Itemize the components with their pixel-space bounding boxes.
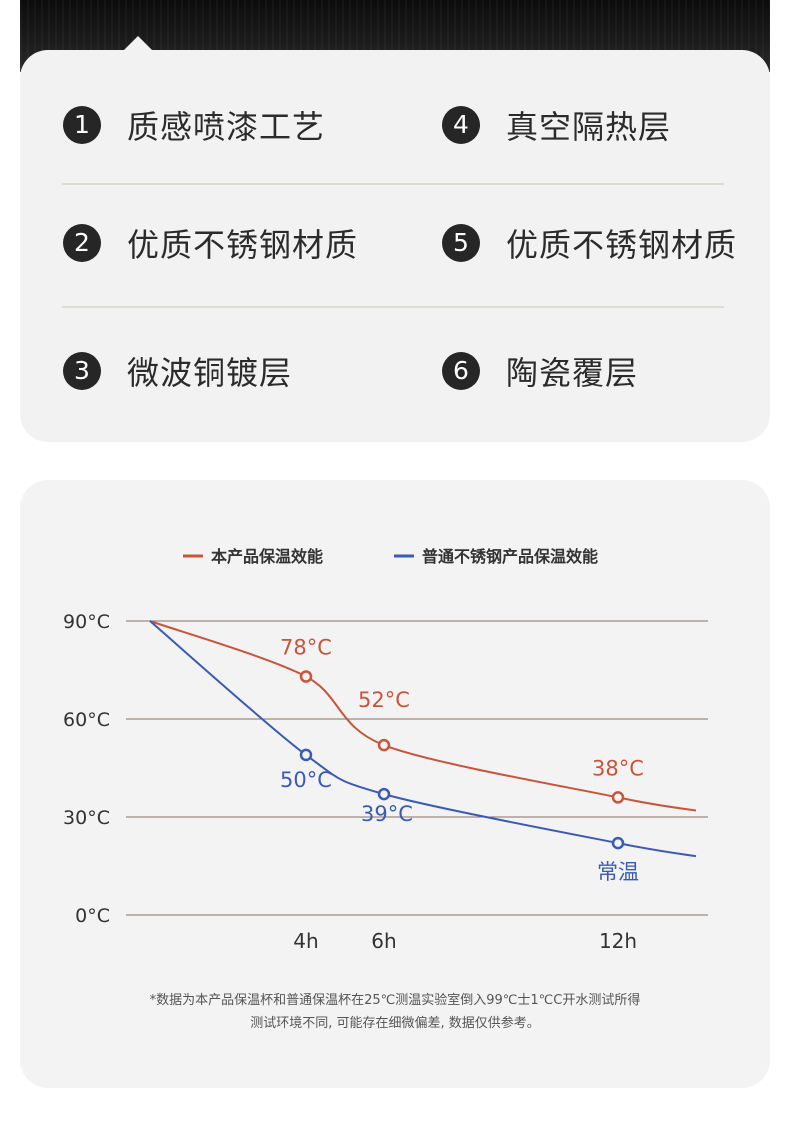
y-tick-label: 0°C [75, 905, 110, 927]
x-tick-label: 4h [293, 929, 318, 953]
data-label: 52°C [358, 688, 410, 712]
feature-2: 2 优质不锈钢材质 [63, 218, 358, 268]
feature-label: 真空隔热层 [506, 108, 672, 146]
y-tick-label: 30°C [63, 807, 110, 829]
feature-label: 陶瓷覆层 [506, 354, 639, 392]
data-point [377, 787, 391, 801]
series-line [149, 620, 697, 858]
data-label: 常温 [597, 860, 639, 884]
feature-4: 4 真空隔热层 [442, 100, 671, 150]
data-point [377, 738, 391, 752]
feature-number-badge: 1 [63, 106, 101, 144]
feature-label: 质感喷漆工艺 [127, 108, 326, 146]
feature-3: 3 微波铜镀层 [63, 346, 292, 396]
data-label: 38°C [592, 756, 644, 780]
feature-1: 1 质感喷漆工艺 [63, 100, 325, 150]
feature-number-badge: 3 [63, 352, 101, 390]
feature-number-badge: 6 [442, 352, 480, 390]
y-tick-label: 60°C [63, 709, 110, 731]
feature-label: 优质不锈钢材质 [506, 226, 738, 264]
y-tick-label: 90°C [63, 611, 110, 633]
data-point [611, 791, 625, 804]
insulation-line-chart: 90°C 60°C 30°C 0°C 4h 6h 12h 本产品保温效能 普通不锈钢产品保温效能… [63, 547, 708, 953]
feature-number-badge: 4 [442, 106, 480, 144]
legend-label: 普通不锈钢产品保温效能 [422, 547, 598, 566]
footnote-line-1: *数据为本产品保温杯和普通保温杯在25℃测温实验室倒入99℃士1℃C开水测试所得 [149, 993, 641, 1008]
chart-card: 90°C 60°C 30°C 0°C 4h 6h 12h 本产品保温效能 普通不锈钢产品保温效能… [20, 480, 770, 1088]
x-tick-label: 12h [599, 929, 637, 953]
card-notch [122, 36, 154, 52]
series-line [149, 620, 697, 812]
divider [62, 183, 724, 185]
features-card: 1 质感喷漆工艺 4 真空隔热层 2 优质不锈钢材质 5 优质不锈钢材质 3 微… [20, 36, 770, 442]
legend-label: 本产品保温效能 [211, 547, 323, 566]
data-point [299, 748, 313, 762]
feature-number-badge: 5 [442, 224, 480, 262]
divider [62, 306, 724, 308]
data-point [299, 670, 313, 683]
footnote-line-2: 测试环境不同, 可能存在细微偏差, 数据仅供参考。 [250, 1016, 540, 1031]
data-label: 50°C [280, 768, 332, 792]
feature-label: 优质不锈钢材质 [127, 226, 359, 264]
x-tick-label: 6h [371, 929, 396, 953]
data-label: 78°C [280, 636, 332, 660]
feature-number-badge: 2 [63, 224, 101, 262]
feature-5: 5 优质不锈钢材质 [442, 218, 737, 268]
feature-6: 6 陶瓷覆层 [442, 346, 638, 396]
data-point [611, 836, 625, 850]
feature-label: 微波铜镀层 [127, 354, 293, 392]
data-label: 39°C [361, 802, 413, 826]
